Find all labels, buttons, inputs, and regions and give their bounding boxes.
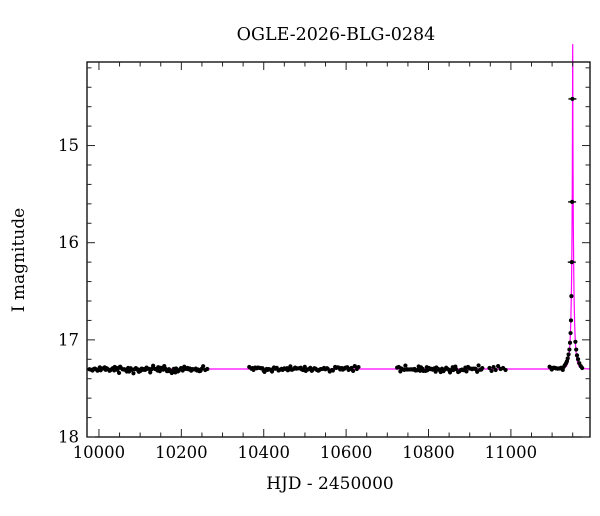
y-tick-label: 17 (58, 330, 79, 349)
data-point (464, 369, 469, 374)
data-point (565, 356, 570, 361)
data-point (433, 369, 438, 374)
y-tick-label: 15 (58, 136, 79, 155)
data-point (352, 363, 357, 369)
x-tick-label: 10000 (73, 443, 126, 462)
x-axis-label: HJD - 2450000 (266, 474, 394, 494)
model-curve-layer (87, 44, 591, 370)
data-point (503, 367, 508, 373)
y-axis-label: I magnitude (9, 208, 29, 312)
data-point (568, 318, 574, 323)
data-point (567, 340, 573, 345)
data-point (205, 366, 210, 372)
data-point (151, 363, 156, 368)
data-point (148, 370, 153, 375)
data-point (157, 368, 162, 374)
plot-frame (86, 61, 591, 438)
data-point (302, 364, 307, 369)
data-point (489, 368, 494, 374)
data-point (580, 365, 585, 371)
data-point (356, 364, 361, 370)
x-tick-label: 10400 (237, 443, 290, 462)
data-point (575, 357, 581, 362)
model-curve (87, 44, 591, 370)
data-point (480, 365, 485, 371)
data-point (262, 369, 267, 374)
data-point (403, 363, 408, 368)
data-point (116, 370, 122, 376)
data-point (288, 364, 293, 369)
x-tick-label: 10800 (402, 443, 455, 462)
data-points-layer (87, 96, 585, 376)
y-tick-label: 16 (58, 233, 79, 252)
data-point (351, 368, 356, 374)
data-point (568, 330, 573, 336)
tick-labels-layer: 10000 10200 10400 10600 10800 11000 15 16 17 18 (58, 136, 537, 462)
y-tick-label: 18 (58, 428, 79, 447)
data-point (491, 364, 496, 370)
data-point (493, 367, 498, 373)
data-point (566, 352, 571, 357)
data-point (567, 347, 572, 352)
data-point (201, 364, 206, 369)
axis-ticks-layer (87, 62, 590, 438)
plot-title: OGLE-2026-BLG-0284 (237, 25, 436, 45)
data-point (487, 365, 492, 371)
data-point (453, 366, 459, 372)
data-point (496, 363, 501, 369)
data-point (131, 371, 136, 376)
data-point (573, 339, 578, 344)
axes-frame-layer (86, 61, 591, 438)
data-point (574, 353, 580, 358)
data-point (476, 363, 481, 368)
data-point (475, 369, 480, 374)
data-point (569, 294, 574, 299)
x-tick-label: 11000 (485, 443, 538, 462)
data-point (330, 368, 336, 373)
x-tick-label: 10200 (155, 443, 208, 462)
data-point (574, 347, 579, 352)
x-tick-label: 10600 (320, 443, 373, 462)
